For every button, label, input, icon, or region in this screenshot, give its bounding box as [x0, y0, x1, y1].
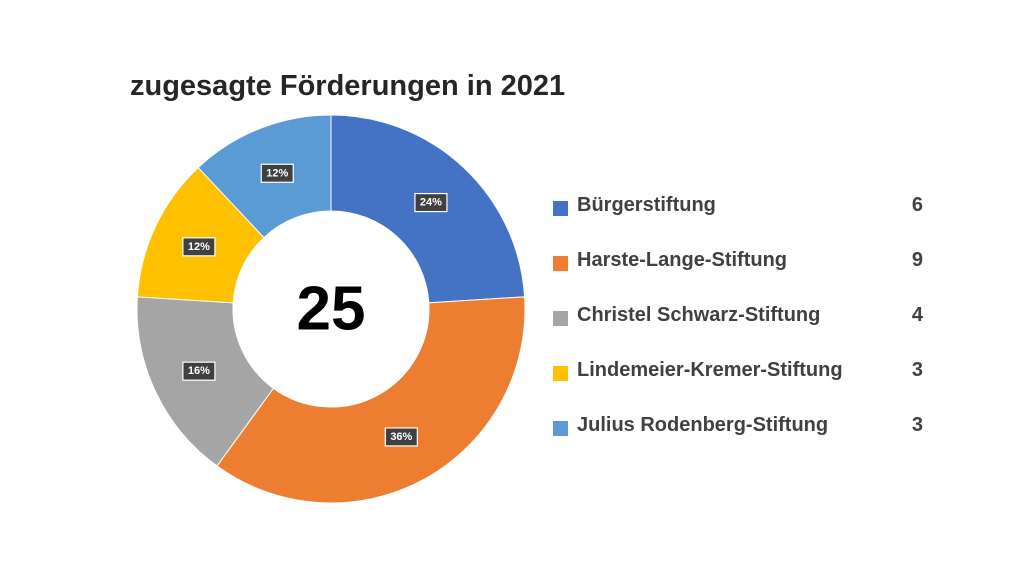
legend-item-buergerstiftung: Bürgerstiftung 6: [553, 190, 933, 245]
data-label-box: [384, 427, 418, 447]
data-label-julius-rodenberg-stiftung: 12%: [260, 163, 294, 183]
legend-swatch: [553, 201, 568, 216]
legend-item-lindemeier-kremer-stiftung: Lindemeier-Kremer-Stiftung 3: [553, 355, 933, 410]
legend-item-harste-lange-stiftung: Harste-Lange-Stiftung 9: [553, 245, 933, 300]
donut-slice-harste-lange-stiftung: [216, 296, 526, 504]
legend-label: Christel Schwarz-Stiftung: [577, 304, 821, 326]
data-label-box: [414, 192, 448, 213]
data-label-box: [182, 237, 216, 257]
legend-swatch: [553, 256, 568, 271]
data-label-box: [260, 163, 294, 183]
legend-value: 3: [911, 359, 923, 381]
legend-swatch: [553, 421, 568, 436]
legend-value: 6: [911, 194, 923, 216]
data-label-text: 12%: [266, 167, 288, 179]
legend-value: 3: [911, 414, 923, 436]
data-label-box: [182, 361, 216, 381]
legend-value: 9: [911, 249, 923, 271]
donut-center-total: 25: [297, 275, 366, 344]
chart-title: zugesagte Förderungen in 2021: [130, 70, 566, 102]
donut-data-labels: 24% 36% 16% 12% 12%: [182, 163, 448, 447]
legend-label: Harste-Lange-Stiftung: [577, 249, 787, 271]
data-label-lindemeier-kremer-stiftung: 12%: [182, 237, 216, 257]
chart-legend: Bürgerstiftung 6 Harste-Lange-Stiftung 9 Chr…: [553, 190, 933, 465]
data-label-harste-lange-stiftung: 36%: [384, 427, 418, 447]
legend-swatch: [553, 366, 568, 381]
data-label-christel-schwarz-stiftung: 16%: [182, 361, 216, 381]
legend-label: Lindemeier-Kremer-Stiftung: [577, 359, 843, 381]
legend-item-christel-schwarz-stiftung: Christel Schwarz-Stiftung 4: [553, 300, 933, 355]
legend-value: 4: [911, 304, 923, 326]
data-label-text: 36%: [390, 431, 412, 443]
data-label-text: 12%: [188, 241, 210, 253]
donut-slice-christel-schwarz-stiftung: [136, 296, 275, 467]
data-label-text: 16%: [188, 365, 210, 377]
data-label-text: 24%: [420, 197, 442, 209]
legend-label: Julius Rodenberg-Stiftung: [577, 414, 829, 436]
legend-item-julius-rodenberg-stiftung: Julius Rodenberg-Stiftung 3: [553, 410, 933, 465]
legend-label: Bürgerstiftung: [577, 194, 716, 216]
legend-swatch: [553, 311, 568, 326]
data-label-buergerstiftung: 24%: [414, 192, 448, 213]
